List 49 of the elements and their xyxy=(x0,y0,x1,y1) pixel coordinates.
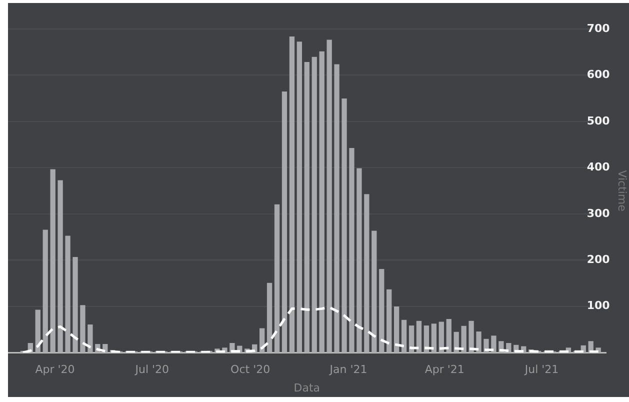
bar xyxy=(312,56,317,353)
bar xyxy=(319,51,324,353)
bar xyxy=(386,289,392,353)
bar xyxy=(58,180,63,353)
bar xyxy=(50,169,56,353)
bar xyxy=(274,204,280,353)
bar xyxy=(416,320,422,353)
bar xyxy=(289,36,295,353)
bar xyxy=(65,236,70,353)
y-tick-label: 200 xyxy=(586,253,610,266)
bar xyxy=(461,326,466,353)
bar xyxy=(379,269,384,353)
bar xyxy=(304,62,310,353)
bar xyxy=(364,194,370,353)
bar xyxy=(342,98,347,353)
bar xyxy=(431,324,437,353)
bar xyxy=(356,168,362,353)
bar xyxy=(42,230,48,353)
bar xyxy=(72,257,78,353)
y-axis-title: Victime xyxy=(616,170,629,212)
bar xyxy=(446,318,452,353)
bar xyxy=(468,320,474,353)
x-tick-label: Jan '21 xyxy=(328,363,368,376)
y-tick-label: 600 xyxy=(586,68,610,82)
bar xyxy=(326,40,332,353)
y-tick-label: 400 xyxy=(586,160,610,174)
bar xyxy=(35,310,40,353)
y-tick-label: 300 xyxy=(586,206,610,220)
bar xyxy=(80,305,86,353)
bar xyxy=(88,324,93,353)
y-tick-label: 500 xyxy=(586,114,610,128)
bar xyxy=(401,320,407,353)
y-tick-label: 100 xyxy=(586,299,610,312)
bar xyxy=(334,64,340,353)
bar xyxy=(282,92,288,353)
x-axis-title: Data xyxy=(294,381,320,394)
x-tick-label: Jul '20 xyxy=(134,363,170,376)
y-tick-label: 700 xyxy=(586,22,610,35)
bar xyxy=(266,282,272,353)
bar xyxy=(491,336,496,353)
x-tick-label: Apr '20 xyxy=(35,363,75,376)
x-tick-label: Oct '20 xyxy=(230,363,270,376)
bar xyxy=(372,230,377,353)
bar xyxy=(476,331,482,353)
bar xyxy=(394,306,400,353)
bar xyxy=(349,148,354,353)
bar xyxy=(296,42,302,353)
x-tick-label: Jul '21 xyxy=(524,363,559,376)
x-tick-label: Apr '21 xyxy=(424,363,464,376)
